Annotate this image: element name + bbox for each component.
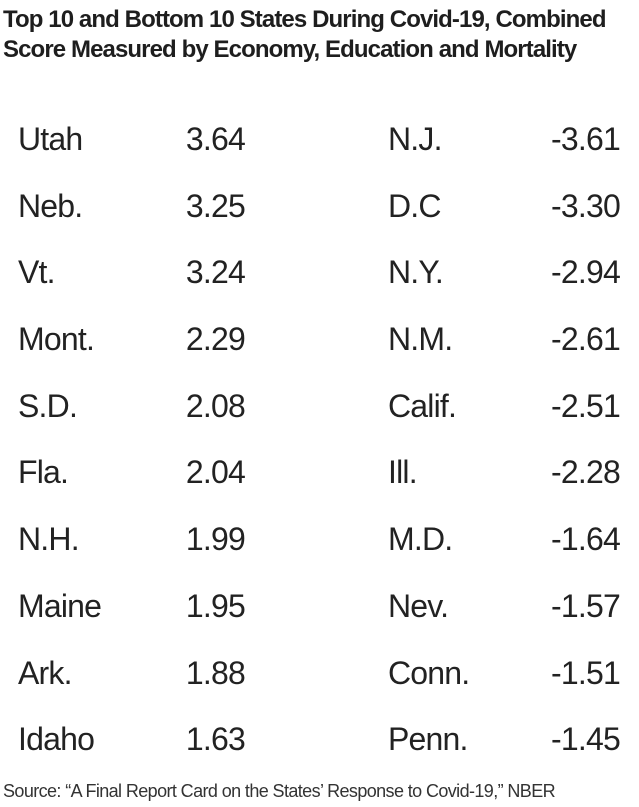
- bottom-state-score: -1.64: [551, 521, 621, 558]
- bottom-state-name: M.D.: [388, 521, 453, 558]
- top-state-name: Vt.: [18, 254, 56, 291]
- top-state-score: 2.04: [185, 454, 246, 491]
- top-state-score: 3.25: [185, 187, 246, 224]
- bottom-state-score: -2.28: [551, 454, 621, 491]
- bottom-state-score: -1.45: [551, 721, 621, 758]
- table-row: Fla. 2.04 Ill. -2.28: [0, 440, 639, 507]
- bottom-state-name: Nev.: [388, 587, 449, 624]
- top-state-name: S.D.: [18, 387, 78, 424]
- top-state-name: Fla.: [18, 454, 69, 491]
- bottom-state-score: -2.94: [551, 254, 621, 291]
- source-note: Source: “A Final Report Card on the Stat…: [3, 781, 556, 801]
- top-state-score: 3.64: [185, 121, 246, 157]
- top-state-name: Utah: [18, 121, 83, 157]
- top-state-score: 1.88: [185, 654, 246, 691]
- bottom-state-name: D.C: [388, 187, 442, 224]
- bottom-state-score: -3.61: [551, 121, 621, 157]
- bottom-state-name: Conn.: [388, 654, 470, 691]
- table-row: Utah 3.64 N.J. -3.61: [0, 107, 639, 174]
- page-title: Top 10 and Bottom 10 States During Covid…: [3, 6, 606, 63]
- bottom-state-score: -1.57: [551, 587, 621, 624]
- table-row: Vt. 3.24 N.Y. -2.94: [0, 240, 639, 307]
- bottom-state-name: N.Y.: [388, 254, 444, 291]
- top-state-score: 2.08: [185, 387, 246, 424]
- top-state-name: Ark.: [18, 654, 72, 691]
- top-state-name: Neb.: [18, 187, 83, 224]
- bottom-state-name: N.J.: [388, 121, 442, 157]
- table-row: Idaho 1.63 Penn. -1.45: [0, 707, 639, 774]
- top-state-name: Maine: [18, 587, 102, 624]
- table-row: N.H. 1.99 M.D. -1.64: [0, 507, 639, 574]
- top-state-name: Mont.: [18, 321, 95, 358]
- table-row: S.D. 2.08 Calif. -2.51: [0, 374, 639, 441]
- top-state-name: Idaho: [18, 721, 95, 758]
- bottom-state-name: Ill.: [388, 454, 418, 491]
- bottom-state-score: -3.30: [551, 187, 621, 224]
- top-state-score: 1.99: [185, 521, 246, 558]
- bottom-state-name: Penn.: [388, 721, 468, 758]
- top-state-score: 3.24: [185, 254, 246, 291]
- top-state-score: 1.63: [185, 721, 246, 758]
- top-state-score: 1.95: [185, 587, 246, 624]
- bottom-state-score: -2.61: [551, 321, 621, 358]
- top-state-score: 2.29: [185, 321, 246, 358]
- scores-table: Utah 3.64 N.J. -3.61 Neb. 3.25 D.C -3.30 Vt. 3.24…: [0, 107, 639, 774]
- bottom-state-name: Calif.: [388, 387, 457, 424]
- bottom-state-score: -2.51: [551, 387, 621, 424]
- bottom-state-score: -1.51: [551, 654, 621, 691]
- top-state-name: N.H.: [18, 521, 80, 558]
- table-row: Mont. 2.29 N.M. -2.61: [0, 307, 639, 374]
- table-row: Ark. 1.88 Conn. -1.51: [0, 641, 639, 708]
- table-row: Maine 1.95 Nev. -1.57: [0, 574, 639, 641]
- table-row: Neb. 3.25 D.C -3.30: [0, 174, 639, 241]
- bottom-state-name: N.M.: [388, 321, 453, 358]
